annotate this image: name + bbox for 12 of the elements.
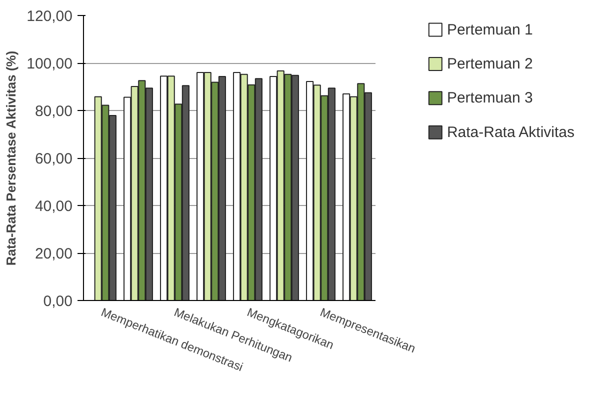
y-tick-label: 0,00 [43,293,73,310]
y-tick-label: 20,00 [34,246,73,262]
y-tick-label: 80,00 [34,103,73,120]
legend-label: Pertemuan 2 [446,55,533,72]
y-tick-label: 100,00 [26,56,73,72]
y-axis-title: Rata-Rata Persentase Aktivitas (%) [4,50,19,266]
y-tick-label: 120,00 [26,8,73,25]
y-tick-label: 60,00 [34,150,73,168]
legend-label: Rata-Rata Aktivitas [446,124,575,141]
y-tick-label: 40,00 [34,198,73,215]
legend-label: Pertemuan 1 [446,21,533,38]
legend-label: Pertemuan 3 [446,90,533,107]
